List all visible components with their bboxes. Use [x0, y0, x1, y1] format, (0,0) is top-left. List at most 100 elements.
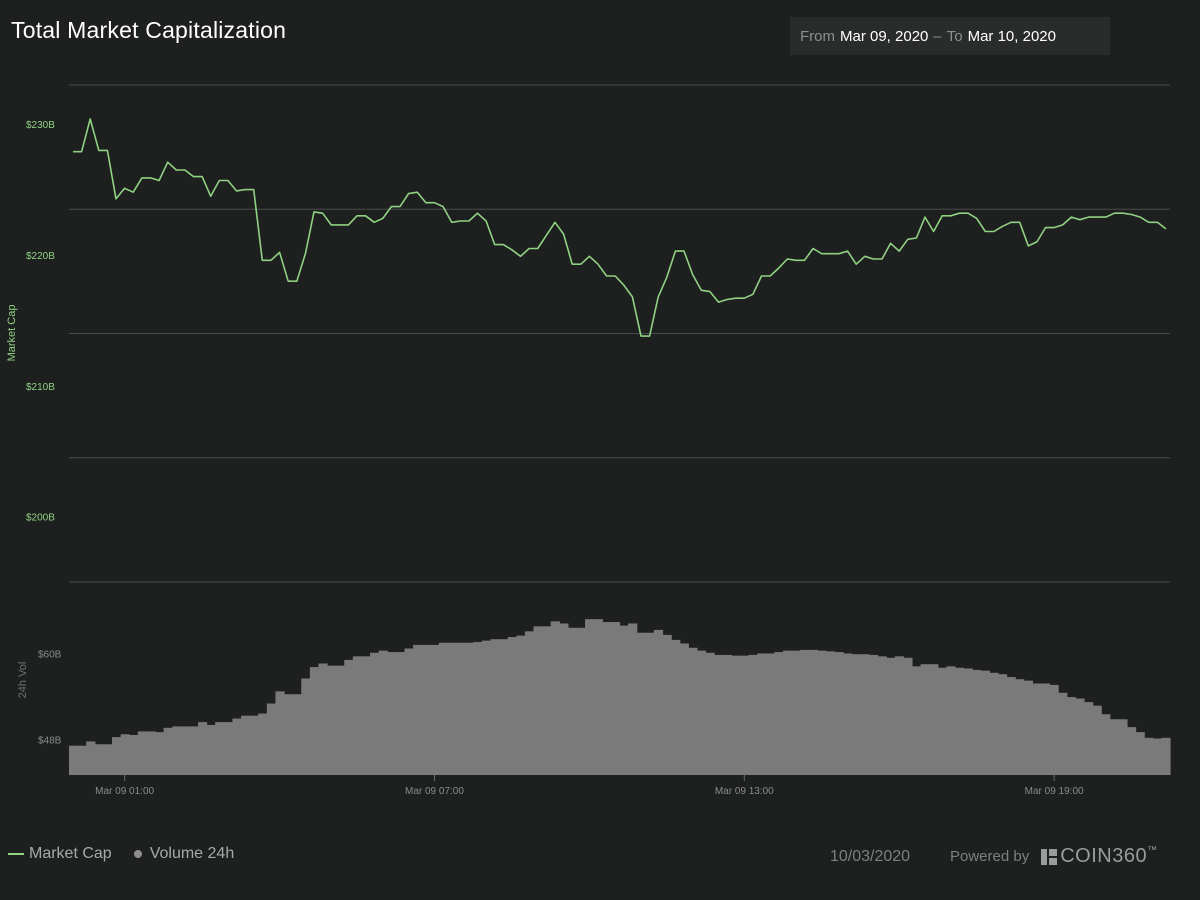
volume-bar: [189, 726, 199, 775]
volume-bar: [464, 642, 474, 775]
volume-bar: [1015, 679, 1025, 775]
volume-bar: [1049, 684, 1059, 775]
volume-bar: [533, 626, 543, 775]
x-tick-label: Mar 09 07:00: [405, 786, 464, 797]
volume-bars: [69, 619, 1171, 775]
brand-name: COIN360: [1060, 845, 1148, 867]
volume-bar: [215, 722, 225, 775]
range-separator: –: [933, 27, 942, 45]
footer-date: 10/03/2020: [830, 848, 911, 865]
volume-bar: [120, 734, 130, 775]
volume-bar: [774, 652, 784, 775]
volume-bar: [868, 654, 879, 775]
volume-bar: [645, 632, 655, 775]
volume-bar: [1144, 737, 1154, 775]
volume-bar: [241, 715, 251, 775]
volume-bar: [481, 640, 492, 775]
volume-bar: [172, 726, 182, 775]
volume-bar: [129, 734, 139, 775]
volume-bar: [507, 637, 517, 775]
volume-bar: [370, 652, 380, 775]
volume-bar: [757, 653, 767, 775]
volume-bar: [155, 732, 165, 775]
volume-bar: [206, 724, 216, 775]
y-tick-label: $220B: [26, 251, 55, 262]
volume-bar: [163, 727, 173, 775]
volume-bar: [86, 741, 96, 775]
volume-bar: [524, 631, 535, 775]
x-tick-label: Mar 09 01:00: [95, 786, 154, 797]
volume-bar: [851, 654, 861, 775]
volume-bar: [628, 623, 638, 775]
volume-bar: [1023, 680, 1033, 775]
volume-bar: [180, 726, 191, 775]
volume-bar: [843, 653, 853, 775]
volume-bar: [989, 672, 999, 775]
legend: Market Cap Volume 24h: [8, 845, 234, 863]
volume-bar: [456, 642, 466, 775]
volume-bar: [103, 744, 113, 775]
volume-bar: [335, 665, 345, 775]
volume-bar: [610, 622, 621, 775]
volume-bar: [378, 650, 388, 775]
volume-bar: [808, 649, 818, 775]
x-tick-label: Mar 09 13:00: [715, 786, 774, 797]
date-range-picker[interactable]: From Mar 09, 2020 – To Mar 10, 2020: [790, 17, 1110, 55]
volume-bar: [1066, 697, 1076, 775]
y-tick-label: $210B: [26, 382, 55, 393]
volume-bar: [499, 639, 509, 775]
volume-bar: [275, 691, 285, 775]
volume-legend-swatch: [133, 850, 142, 858]
volume-bar: [1083, 702, 1094, 775]
volume-bar: [387, 652, 397, 775]
legend-market-cap[interactable]: Market Cap: [29, 845, 112, 862]
range-from-label: From: [800, 27, 835, 45]
volume-bar: [653, 629, 664, 775]
volume-bar: [1040, 683, 1051, 775]
volume-bar: [877, 656, 887, 775]
volume-bar: [1101, 714, 1111, 775]
volume-bar: [266, 703, 277, 775]
volume-bar: [1032, 683, 1042, 775]
volume-bar: [112, 737, 122, 775]
volume-bar: [722, 654, 732, 775]
volume-bar: [473, 642, 483, 775]
volume-bar: [352, 656, 363, 775]
volume-bar: [559, 623, 569, 775]
volume-tick-label: $60B: [38, 649, 62, 660]
volume-bar: [662, 634, 672, 775]
volume-bar: [980, 670, 990, 775]
volume-axis-label: 24h Vol: [17, 662, 29, 699]
legend-volume[interactable]: Volume 24h: [149, 845, 235, 862]
volume-bar: [972, 669, 982, 775]
volume-bar: [1126, 727, 1137, 775]
volume-bar: [800, 649, 810, 775]
volume-bar: [585, 619, 595, 775]
volume-bar: [834, 652, 844, 775]
volume-bar: [542, 626, 552, 775]
volume-bar: [1109, 719, 1119, 775]
volume-bar: [327, 665, 337, 775]
volume-bar: [894, 656, 904, 775]
brand-trademark: ™: [1147, 845, 1158, 856]
volume-bar: [817, 650, 827, 775]
range-to-value[interactable]: Mar 10, 2020: [967, 27, 1056, 45]
chart-title: Total Market Capitalization: [11, 17, 287, 43]
volume-bar: [886, 657, 896, 775]
powered-by: Powered by COIN360 ™: [950, 845, 1157, 868]
volume-bar: [963, 668, 973, 775]
volume-bar: [705, 652, 715, 775]
volume-bar: [791, 650, 801, 775]
volume-bar: [284, 694, 294, 775]
volume-bar: [1135, 732, 1145, 775]
volume-bar: [714, 654, 724, 775]
volume-bar: [292, 694, 302, 775]
volume-bar: [636, 632, 646, 775]
volume-bar: [929, 664, 939, 775]
volume-bar: [309, 667, 320, 775]
volume-bar: [430, 644, 440, 775]
volume-bar: [739, 655, 750, 775]
volume-bar: [1152, 738, 1162, 775]
range-from-value[interactable]: Mar 09, 2020: [840, 27, 929, 45]
range-to-label: To: [946, 27, 963, 45]
